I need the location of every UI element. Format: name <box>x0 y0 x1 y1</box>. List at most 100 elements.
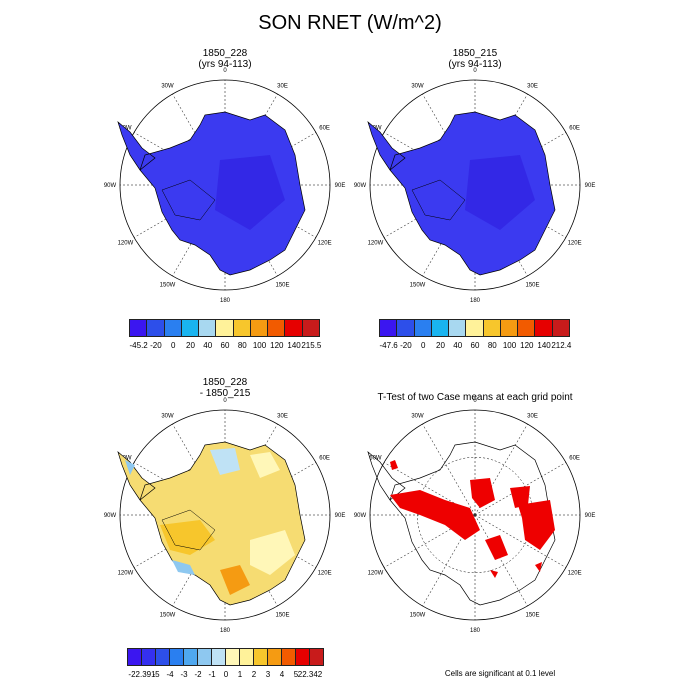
longitude-label: 150W <box>410 613 426 619</box>
colorbar-tick-label: 5 <box>293 670 299 679</box>
longitude-label: 150W <box>410 283 426 289</box>
colorbar-tick-label: -22.391 <box>128 670 156 679</box>
panel4-title: T-Test of two Case means at each grid po… <box>350 392 600 403</box>
colorbar-tick-label: 212.4 <box>551 341 572 350</box>
longitude-label: 120W <box>368 571 384 577</box>
colorbar-tick-label: 215.5 <box>301 341 322 350</box>
ice-shelf-outline <box>161 179 216 221</box>
longitude-label: 120W <box>368 241 384 247</box>
field-interior <box>215 155 285 230</box>
colorbar-swatch <box>465 319 484 337</box>
significant-cells <box>485 535 508 560</box>
longitude-label: 120W <box>118 571 134 577</box>
colorbar-tick-label: 22.342 <box>297 670 323 679</box>
longitude-label: 120E <box>318 241 332 247</box>
longitude-label: 90E <box>335 183 346 189</box>
longitude-label: 150E <box>525 613 539 619</box>
colorbar-swatch <box>249 319 269 337</box>
colorbar-tick-label: 120 <box>270 341 284 350</box>
colorbar-swatch <box>127 648 142 666</box>
colorbar-tick-label: 20 <box>186 341 195 350</box>
longitude-label: 90W <box>104 513 117 519</box>
colorbar-swatch <box>267 648 282 666</box>
colorbar-swatch <box>211 648 226 666</box>
colorbar-swatch <box>215 319 234 337</box>
antarctica-field <box>117 111 306 276</box>
longitude-label: 180 <box>470 628 481 634</box>
colorbar-swatch <box>183 648 198 666</box>
colorbar-tick-label: 140 <box>287 341 301 350</box>
panel4-title-line1: T-Test of two Case means at each grid po… <box>377 392 573 403</box>
longitude-label: 30E <box>527 413 538 419</box>
longitude-label: 30E <box>527 83 538 89</box>
colorbar-swatch <box>232 319 251 337</box>
colorbar-swatch <box>413 319 432 337</box>
colorbar-boxes <box>379 319 570 337</box>
colorbar-swatch <box>517 319 536 337</box>
longitude-label: 30E <box>277 413 288 419</box>
longitude-label: 0 <box>473 68 477 74</box>
colorbar-swatch <box>448 319 467 337</box>
colorbar-tick-label: 40 <box>203 341 213 350</box>
colorbar-tick-label: 100 <box>502 341 517 350</box>
colorbar-swatch <box>430 319 450 337</box>
longitude-label: 120E <box>568 571 582 577</box>
longitude-label: 30W <box>411 83 424 89</box>
colorbar-tick-label: -47.6 <box>379 341 398 350</box>
longitude-label: 150E <box>275 613 289 619</box>
colorbar-tick-label: -20 <box>150 341 162 350</box>
colorbar-swatch <box>551 319 570 337</box>
meridian-line <box>474 514 567 568</box>
colorbar-swatch <box>284 319 303 337</box>
significant-cells <box>390 490 480 540</box>
anomaly-patch <box>172 560 195 575</box>
coastline <box>367 441 556 606</box>
panel3-title-line1: 1850_228 <box>202 377 248 388</box>
panel3-title: 1850_228 - 1850_215 <box>125 377 325 399</box>
colorbar-tick-label: 60 <box>220 341 230 350</box>
longitude-label: 120E <box>568 241 582 247</box>
colorbar-swatch <box>281 648 296 666</box>
panel1-title: 1850_228 (yrs 94-113) <box>125 48 325 70</box>
anomaly-patch <box>250 530 295 575</box>
longitude-label: 30W <box>161 413 174 419</box>
longitude-label: 90E <box>585 183 596 189</box>
colorbar-boxes <box>127 648 324 666</box>
longitude-label: 30W <box>161 83 174 89</box>
colorbar-swatch <box>239 648 254 666</box>
colorbar-tick-label: 140 <box>537 341 551 350</box>
longitude-label: 180 <box>470 298 481 304</box>
colorbar-swatch <box>129 319 148 337</box>
colorbar-swatch <box>499 319 519 337</box>
anomaly-patch <box>210 448 240 475</box>
colorbar-swatch <box>180 319 200 337</box>
longitude-label: 60E <box>569 456 580 462</box>
significance-note: Cells are significant at 0.1 level <box>444 669 556 678</box>
colorbar-swatch <box>301 319 320 337</box>
colorbar-2: -47.6 -20 0 20 40 60 80 100 120 140 212.4 <box>379 319 580 354</box>
colorbar-tick-label: -3 <box>180 670 188 679</box>
significant-cells <box>518 500 555 550</box>
longitude-label: 150W <box>160 613 176 619</box>
significant-cells <box>390 460 398 470</box>
colorbar-swatch <box>267 319 286 337</box>
anomaly-patch <box>220 565 250 595</box>
longitude-label: 150W <box>160 283 176 289</box>
colorbar-tick-label: 80 <box>237 341 247 350</box>
colorbar-tick-label: -2 <box>194 670 202 679</box>
longitude-label: 120E <box>318 571 332 577</box>
longitude-label: 180 <box>220 628 231 634</box>
longitude-label: 60E <box>319 456 330 462</box>
panel3-title-line2: - 1850_215 <box>199 388 251 399</box>
longitude-label: 120W <box>118 241 134 247</box>
ice-shelf-outline <box>161 509 216 551</box>
colorbar-swatch <box>198 319 217 337</box>
panel1-title-line2: (yrs 94-113) <box>198 59 252 70</box>
longitude-label: 60E <box>569 126 580 132</box>
longitude-label: 90W <box>104 183 117 189</box>
colorbar-swatch <box>295 648 310 666</box>
